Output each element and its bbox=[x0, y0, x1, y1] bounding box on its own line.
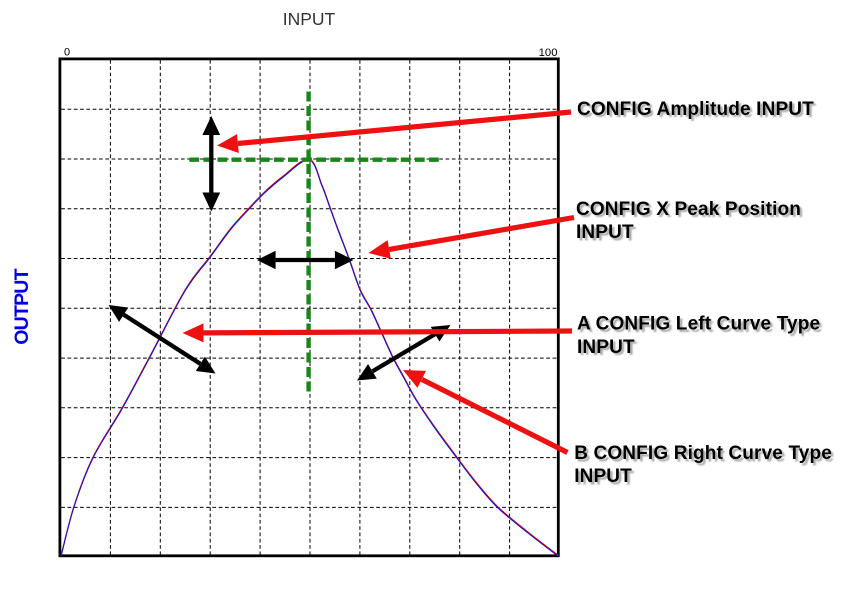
svg-text:INPUT: INPUT bbox=[578, 225, 636, 246]
svg-text:CONFIG Amplitude INPUT: CONFIG Amplitude INPUT bbox=[579, 101, 816, 122]
svg-text:B CONFIG Right Curve Type: B CONFIG Right Curve Type bbox=[577, 445, 835, 466]
svg-text:INPUT: INPUT bbox=[574, 466, 632, 487]
svg-text:100: 100 bbox=[539, 47, 558, 59]
svg-text:INPUT: INPUT bbox=[283, 9, 336, 29]
svg-text:OUTPUT: OUTPUT bbox=[11, 268, 33, 344]
svg-text:INPUT: INPUT bbox=[577, 337, 635, 358]
svg-text:CONFIG X Peak Position: CONFIG X Peak Position bbox=[578, 201, 803, 222]
svg-text:INPUT: INPUT bbox=[579, 339, 637, 360]
svg-text:CONFIG Amplitude INPUT: CONFIG Amplitude INPUT bbox=[577, 99, 814, 120]
svg-text:A CONFIG Left Curve Type: A CONFIG Left Curve Type bbox=[577, 314, 820, 335]
svg-text:B CONFIG Right Curve Type: B CONFIG Right Curve Type bbox=[574, 443, 832, 464]
svg-text:0: 0 bbox=[64, 47, 70, 59]
svg-text:CONFIG X Peak Position: CONFIG X Peak Position bbox=[576, 199, 801, 220]
svg-text:INPUT: INPUT bbox=[577, 469, 635, 490]
svg-text:INPUT: INPUT bbox=[576, 222, 634, 243]
svg-text:A CONFIG Left Curve Type: A CONFIG Left Curve Type bbox=[579, 316, 822, 337]
